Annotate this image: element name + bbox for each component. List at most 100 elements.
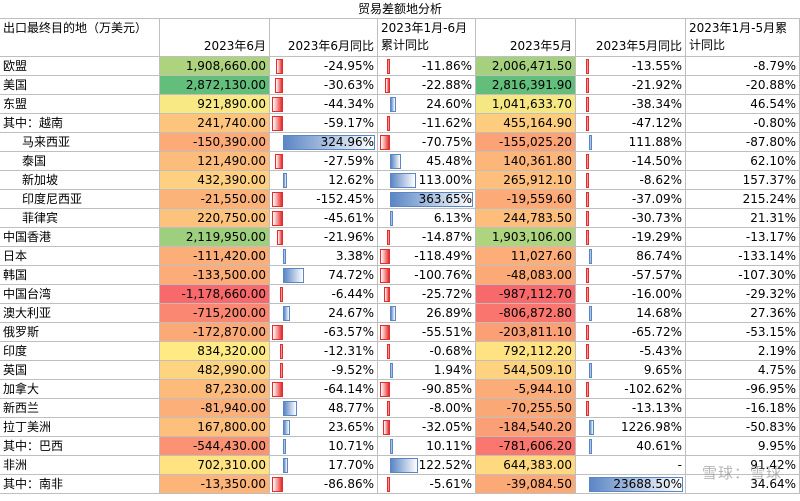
cell-may-yoy: - [576, 456, 686, 475]
cell-jun: -544,430.00 [160, 437, 270, 456]
cell-value: -70.75% [421, 135, 472, 149]
watermark: 雪球：雪球 [701, 464, 782, 482]
data-bar [390, 173, 416, 188]
cell-jun: 1,908,660.00 [160, 57, 270, 76]
cell-value: -203,811.10 [498, 325, 572, 339]
cell-value: -53.15% [745, 325, 796, 339]
cell-jun-yoy: -44.34% [270, 95, 378, 114]
cell-jun-yoy: -152.45% [270, 190, 378, 209]
cell-may-yoy: -14.50% [576, 152, 686, 171]
data-bar [586, 287, 590, 302]
cell-ytd5-yoy: -20.88% [686, 76, 800, 95]
cell-may-yoy: 1226.98% [576, 418, 686, 437]
cell-h1-yoy: -32.05% [378, 418, 476, 437]
cell-value: 3.38% [335, 249, 374, 263]
cell-name: 加拿大 [0, 380, 160, 399]
cell-may: -48,083.00 [476, 266, 576, 285]
cell-jun-yoy: 12.62% [270, 171, 378, 190]
cell-value: -45.61% [323, 211, 374, 225]
cell-ytd5-yoy: -107.30% [686, 266, 800, 285]
cell-jun-yoy: -86.86% [270, 475, 378, 494]
cell-may-yoy: 23688.50% [576, 475, 686, 494]
cell-value: 113.00% [418, 173, 472, 187]
cell-may: -5,944.10 [476, 380, 576, 399]
cell-value: 91.42% [750, 458, 796, 472]
cell-name: 俄罗斯 [0, 323, 160, 342]
cell-name: 马来西亚 [0, 133, 160, 152]
cell-value: 10.11% [426, 439, 472, 453]
cell-value: -107.30% [738, 268, 796, 282]
cell-ytd5-yoy: -96.95% [686, 380, 800, 399]
cell-value: 111.88% [628, 135, 682, 149]
data-bar [586, 173, 590, 188]
cell-h1-yoy: -11.62% [378, 114, 476, 133]
cell-jun-yoy: 10.71% [270, 437, 378, 456]
cell-value: -806,872.80 [498, 306, 572, 320]
cell-value: 140,361.80 [503, 154, 572, 168]
cell-value: -20.88% [745, 78, 796, 92]
cell-jun-yoy: -30.63% [270, 76, 378, 95]
cell-value: -47.12% [631, 116, 682, 130]
cell-value: -1,178,660.00 [181, 287, 267, 301]
cell-may: 2,006,471.50 [476, 57, 576, 76]
cell-name: 非洲 [0, 456, 160, 475]
cell-may: 1,903,106.00 [476, 228, 576, 247]
cell-value: 46.54% [750, 97, 796, 111]
cell-value: 121,490.00 [197, 154, 266, 168]
cell-may: -155,025.20 [476, 133, 576, 152]
cell-may-yoy: 86.74% [576, 247, 686, 266]
cell-h1-yoy: 363.65% [378, 190, 476, 209]
data-bar [390, 458, 419, 473]
cell-value: -152.45% [316, 192, 374, 206]
cell-may: 792,112.20 [476, 342, 576, 361]
cell-jun: -715,200.00 [160, 304, 270, 323]
data-bar [390, 192, 473, 207]
cell-name: 日本 [0, 247, 160, 266]
cell-jun: -21,550.00 [160, 190, 270, 209]
cell-name: 新加坡 [0, 171, 160, 190]
data-bar [390, 363, 394, 378]
data-bar [589, 306, 593, 321]
data-bar [586, 401, 590, 416]
cell-h1-yoy: 26.89% [378, 304, 476, 323]
cell-may-yoy: -13.55% [576, 57, 686, 76]
header-jun-yoy: 2023年6月同比 [270, 19, 378, 57]
cell-name: 中国香港 [0, 228, 160, 247]
cell-may: -203,811.10 [476, 323, 576, 342]
cell-value: -81,940.00 [200, 401, 266, 415]
header-may: 2023年5月 [476, 19, 576, 57]
cell-value: -155,025.20 [498, 135, 572, 149]
cell-value: -63.57% [323, 325, 374, 339]
data-bar [384, 287, 391, 302]
data-bar [283, 439, 287, 454]
cell-h1-yoy: 24.60% [378, 95, 476, 114]
cell-value: 455,164.90 [503, 116, 572, 130]
cell-jun-yoy: -59.17% [270, 114, 378, 133]
cell-name: 拉丁美洲 [0, 418, 160, 437]
cell-value: -21,550.00 [200, 192, 266, 206]
cell-jun: -81,940.00 [160, 399, 270, 418]
cell-jun-yoy: 3.38% [270, 247, 378, 266]
header-may-yoy: 2023年5月同比 [576, 19, 686, 57]
cell-value: -21.92% [631, 78, 682, 92]
cell-value: -39,084.50 [506, 477, 572, 491]
cell-value: 1,041,633.70 [491, 97, 572, 111]
cell-value: 1,908,660.00 [185, 59, 266, 73]
cell-value: -118.49% [414, 249, 472, 263]
data-bar [279, 344, 284, 359]
cell-value: 122.52% [418, 458, 472, 472]
cell-value: 86.74% [636, 249, 682, 263]
cell-may: 544,509.10 [476, 361, 576, 380]
cell-jun-yoy: -24.95% [270, 57, 378, 76]
cell-value: -65.72% [631, 325, 682, 339]
cell-value: -8.79% [753, 59, 796, 73]
header-jun: 2023年6月 [160, 19, 270, 57]
cell-may-yoy: -47.12% [576, 114, 686, 133]
cell-jun: 121,490.00 [160, 152, 270, 171]
cell-value: -8.62% [639, 173, 682, 187]
cell-jun: -172,870.00 [160, 323, 270, 342]
cell-value: 244,783.50 [503, 211, 572, 225]
cell-ytd5-yoy: -87.80% [686, 133, 800, 152]
cell-value: -13,350.00 [200, 477, 266, 491]
cell-value: -70,255.50 [506, 401, 572, 415]
